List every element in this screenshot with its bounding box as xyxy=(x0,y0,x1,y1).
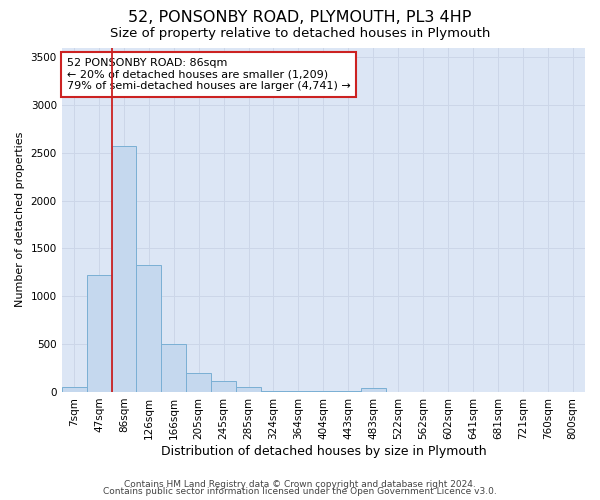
Text: Contains HM Land Registry data © Crown copyright and database right 2024.: Contains HM Land Registry data © Crown c… xyxy=(124,480,476,489)
Bar xyxy=(62,386,86,392)
Bar xyxy=(86,275,112,392)
Text: 52 PONSONBY ROAD: 86sqm
← 20% of detached houses are smaller (1,209)
79% of semi: 52 PONSONBY ROAD: 86sqm ← 20% of detache… xyxy=(67,58,350,91)
Bar xyxy=(136,264,161,392)
Bar xyxy=(186,373,211,392)
Text: Contains public sector information licensed under the Open Government Licence v3: Contains public sector information licen… xyxy=(103,487,497,496)
Bar xyxy=(361,388,386,392)
Bar xyxy=(236,386,261,392)
Text: Size of property relative to detached houses in Plymouth: Size of property relative to detached ho… xyxy=(110,28,490,40)
Y-axis label: Number of detached properties: Number of detached properties xyxy=(15,132,25,308)
Bar xyxy=(211,382,236,392)
Bar xyxy=(112,146,136,392)
X-axis label: Distribution of detached houses by size in Plymouth: Distribution of detached houses by size … xyxy=(161,444,486,458)
Bar xyxy=(161,344,186,392)
Bar xyxy=(261,391,286,392)
Text: 52, PONSONBY ROAD, PLYMOUTH, PL3 4HP: 52, PONSONBY ROAD, PLYMOUTH, PL3 4HP xyxy=(128,10,472,25)
